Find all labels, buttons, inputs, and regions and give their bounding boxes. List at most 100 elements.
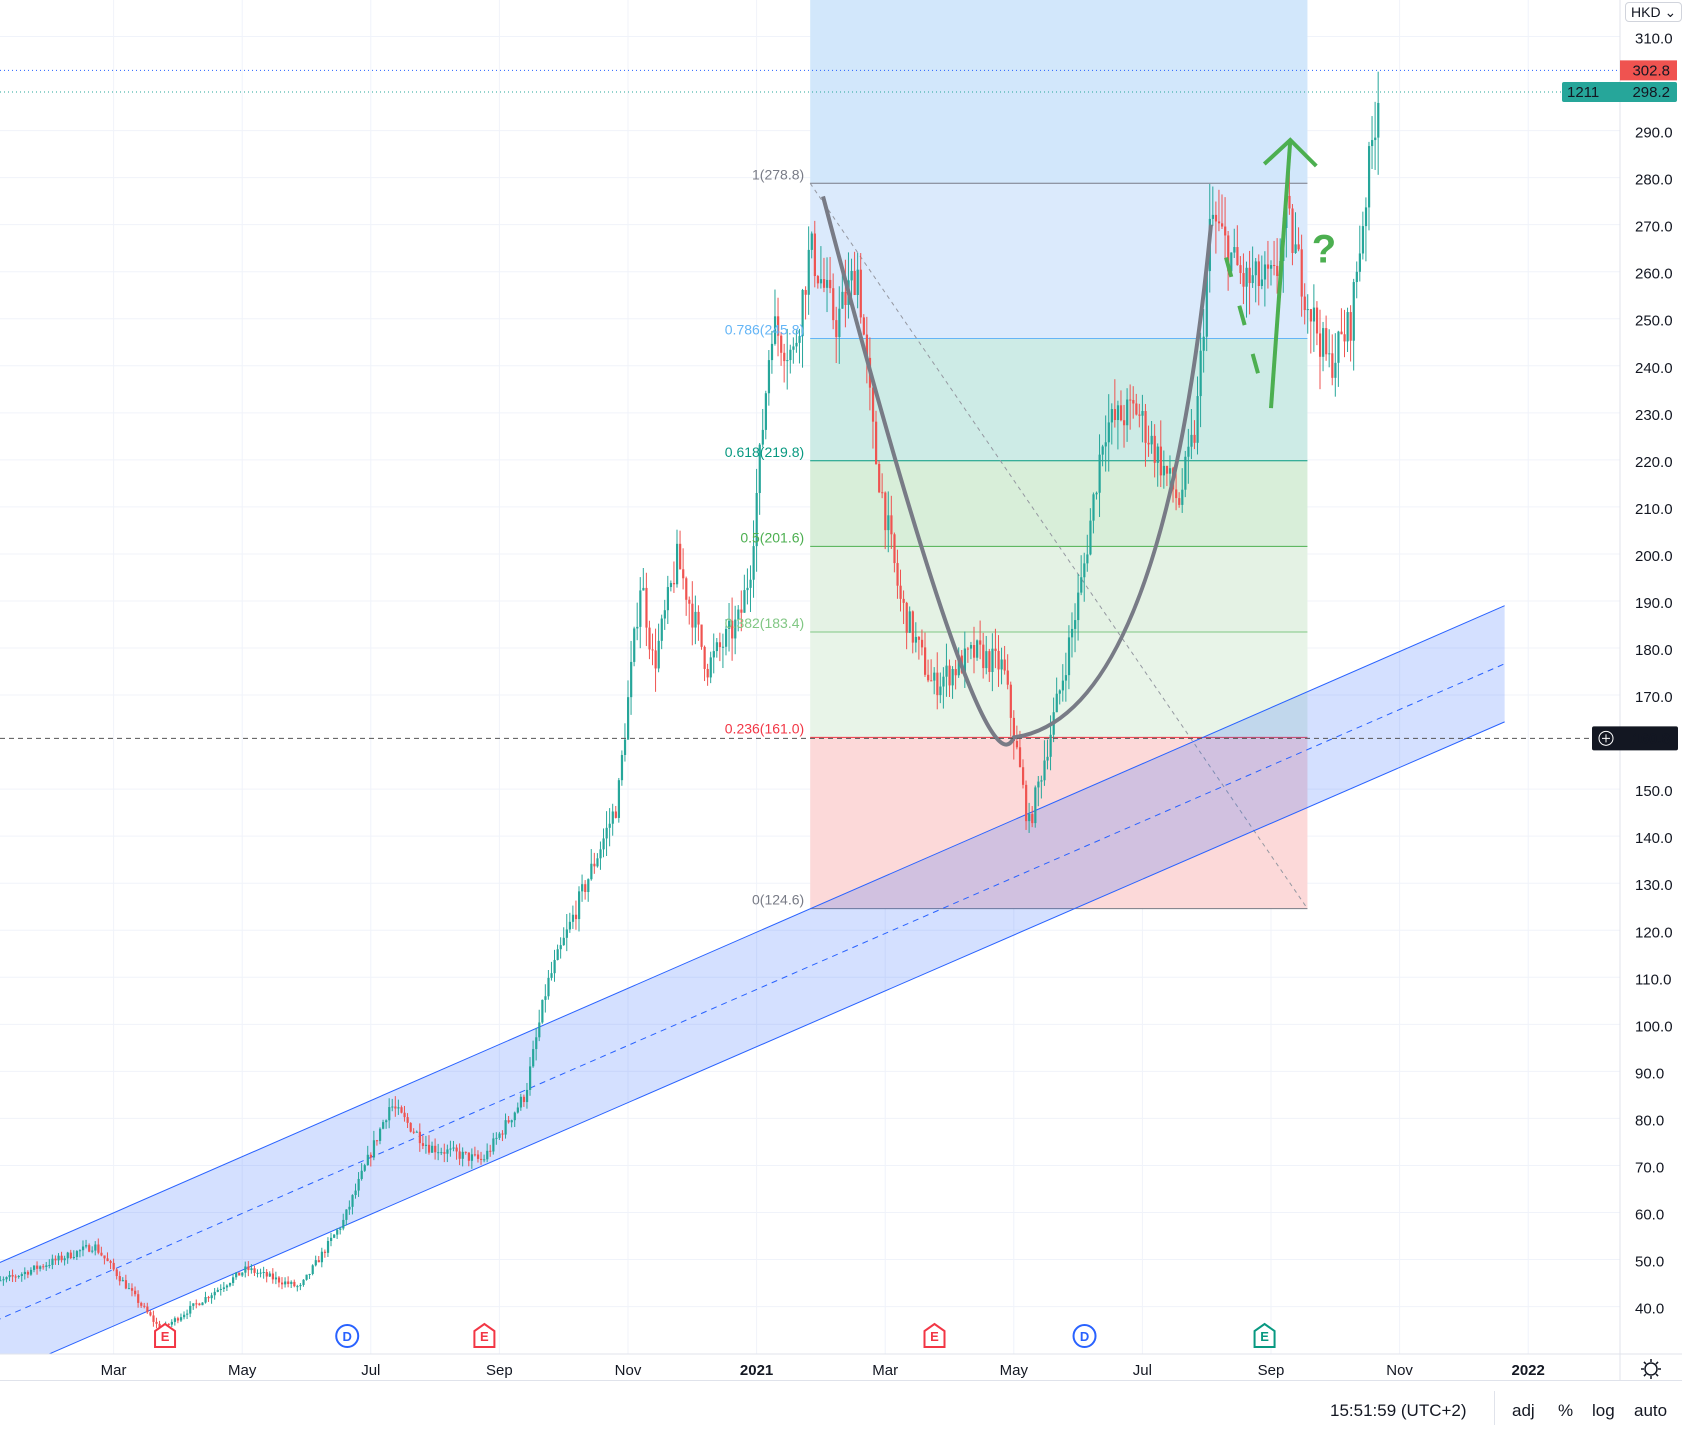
candle-body — [1346, 312, 1349, 342]
price-tick: 220.0 — [1635, 454, 1673, 471]
candle-body — [920, 639, 924, 648]
candle-body — [1178, 498, 1181, 505]
candle-body — [1064, 675, 1068, 681]
candle-body — [875, 421, 878, 464]
fib-level-label: 1(278.8) — [752, 166, 804, 182]
candle-body — [578, 891, 581, 920]
candle-body — [449, 1148, 452, 1150]
price-chart[interactable]: 1(278.8) 0.786(245.8) 0.618(219.8) 0.5(201.… — [0, 0, 1682, 1380]
candle-body — [1040, 780, 1043, 782]
candle-body — [385, 1120, 388, 1123]
candle-body — [45, 1265, 48, 1267]
candle-body — [510, 1120, 513, 1123]
candle-body — [755, 492, 758, 547]
candle-body — [826, 279, 829, 288]
candle-body — [137, 1294, 140, 1303]
candle-body — [1254, 261, 1257, 276]
divider — [1494, 1391, 1495, 1425]
candle-body — [1349, 312, 1352, 341]
earnings-icon — [473, 1322, 496, 1348]
price-tick: 280.0 — [1635, 172, 1673, 189]
candle-body — [290, 1281, 293, 1284]
gear-tooth — [1655, 1373, 1659, 1377]
candle-body — [452, 1147, 455, 1149]
candle-body — [642, 587, 645, 591]
candle-body — [715, 642, 718, 652]
candle-body — [1162, 465, 1166, 476]
candle-body — [721, 646, 725, 648]
candle-body — [936, 672, 939, 696]
candle-body — [832, 288, 835, 321]
candle-body — [1025, 784, 1028, 822]
candle-body — [103, 1255, 106, 1259]
price-tick: 40.0 — [1635, 1301, 1664, 1318]
price-tick: 150.0 — [1635, 783, 1673, 800]
price-tick: 50.0 — [1635, 1254, 1664, 1271]
clock-timezone[interactable]: 15:51:59 (UTC+2) — [1330, 1401, 1467, 1420]
add-alert-icon[interactable] — [1598, 730, 1614, 746]
candle-body — [69, 1252, 72, 1259]
adj-toggle[interactable]: adj — [1512, 1401, 1535, 1420]
earnings-icon — [923, 1322, 946, 1348]
percent-toggle[interactable]: % — [1558, 1401, 1574, 1420]
currency-button[interactable]: HKD ⌄ — [1625, 2, 1682, 22]
candle-body — [470, 1154, 474, 1161]
candle-body — [124, 1280, 128, 1289]
candle-body — [1083, 563, 1086, 578]
candle-body — [207, 1297, 210, 1299]
candle-body — [219, 1288, 222, 1290]
candle-body — [541, 999, 544, 1023]
candle-body — [887, 515, 890, 531]
event-label: D — [343, 1329, 352, 1344]
candle-body — [865, 334, 869, 358]
candle-body — [189, 1305, 192, 1314]
candle-body — [2, 1279, 5, 1281]
candle-body — [85, 1245, 88, 1247]
candle-body — [804, 289, 807, 295]
candle-body — [440, 1152, 443, 1154]
candle-body — [256, 1272, 259, 1274]
candle-body — [896, 563, 899, 586]
candle-body — [1113, 409, 1117, 421]
candle-body — [749, 579, 752, 588]
candle-body — [807, 249, 810, 295]
candle-body — [1211, 214, 1215, 219]
candle-body — [1309, 309, 1313, 322]
candle-body — [326, 1240, 330, 1253]
candle-body — [192, 1303, 195, 1306]
gear-tooth — [1655, 1361, 1659, 1365]
candle-body — [253, 1268, 256, 1273]
gear-icon[interactable] — [1641, 1359, 1661, 1379]
candle-body — [669, 583, 673, 588]
event-label: D — [1080, 1329, 1089, 1344]
candle-body — [421, 1143, 425, 1146]
candle-body — [78, 1250, 82, 1252]
candle-body — [1116, 405, 1120, 421]
candle-body — [1144, 411, 1147, 443]
candle-body — [20, 1274, 23, 1277]
candle-body — [216, 1289, 219, 1292]
candle-body — [810, 233, 813, 250]
candle-body — [412, 1131, 415, 1133]
auto-toggle[interactable]: auto — [1634, 1401, 1668, 1420]
candle-body — [581, 884, 584, 892]
candle-body — [651, 649, 654, 651]
fib-zone — [810, 737, 1308, 909]
candle-body — [317, 1260, 320, 1263]
candle-body — [1288, 195, 1291, 209]
event-label: E — [161, 1329, 170, 1344]
price-tick: 190.0 — [1635, 595, 1673, 612]
candle-body — [268, 1273, 271, 1277]
candle-body — [966, 648, 970, 650]
candle-body — [363, 1165, 366, 1171]
price-tick: 70.0 — [1635, 1159, 1664, 1176]
candle-body — [688, 599, 691, 604]
candle-body — [336, 1229, 339, 1235]
log-toggle[interactable]: log — [1592, 1401, 1615, 1420]
candle-body — [198, 1303, 201, 1306]
candle-body — [672, 583, 676, 585]
candle-body — [464, 1151, 467, 1153]
candle-body — [1165, 465, 1169, 474]
candle-body — [345, 1209, 348, 1220]
candle-body — [250, 1268, 253, 1271]
